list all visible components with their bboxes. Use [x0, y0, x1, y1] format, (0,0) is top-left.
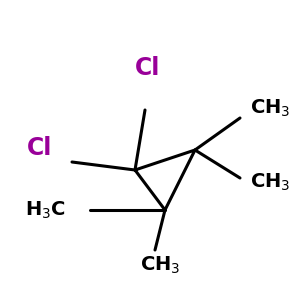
Text: Cl: Cl — [27, 136, 52, 160]
Text: CH$_3$: CH$_3$ — [250, 97, 290, 118]
Text: CH$_3$: CH$_3$ — [250, 171, 290, 193]
Text: Cl: Cl — [135, 56, 161, 80]
Text: CH$_3$: CH$_3$ — [140, 254, 180, 276]
Text: H$_3$C: H$_3$C — [25, 199, 66, 221]
